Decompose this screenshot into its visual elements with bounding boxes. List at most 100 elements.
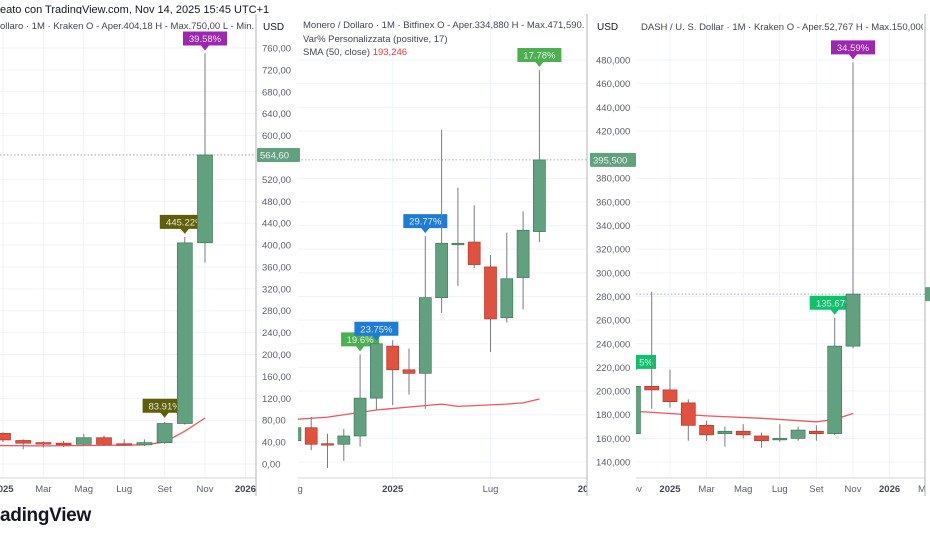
- price-axis-label: 140,000: [596, 458, 630, 469]
- candle-up: [533, 69, 546, 243]
- x-axis-label: 2025: [0, 484, 14, 495]
- panel-3-plot: 34.59% 135.67% 5%: [636, 14, 925, 478]
- panel-2-plot: 17.78% 29.77% 19.6%23.75%: [298, 14, 587, 478]
- panel-1-background: [0, 14, 256, 512]
- panel-1-plot: 39.58% 445.22% 83.91%: [0, 14, 256, 478]
- candle-down: [680, 399, 696, 441]
- candle-body: [644, 385, 660, 391]
- candle-down: [699, 420, 714, 441]
- candle-body: [790, 429, 806, 439]
- candle-body: [116, 443, 133, 446]
- candle-body: [484, 266, 497, 320]
- price-axis-label: 340,000: [596, 221, 630, 232]
- price-axis-label: 300,000: [596, 268, 630, 279]
- price-axis-label: 320,00: [262, 284, 291, 295]
- candle-down: [467, 205, 481, 269]
- candle-up: [516, 211, 530, 310]
- percent-change-tag: 34.59%: [831, 40, 875, 60]
- candle-down: [662, 369, 678, 408]
- x-axis-label: Mag: [75, 484, 93, 495]
- candle-body: [754, 435, 769, 442]
- candle-body: [75, 437, 92, 445]
- candle-body: [35, 442, 52, 445]
- percent-change-tag: 29.77%: [403, 214, 448, 234]
- x-axis-label: Lug: [772, 484, 788, 495]
- candle-down: [754, 432, 769, 448]
- last-price-tag: [925, 287, 930, 302]
- candle-down: [0, 432, 11, 443]
- candle-body: [772, 438, 788, 441]
- price-axis-label: 760,00: [262, 44, 291, 55]
- candle-body: [809, 430, 824, 434]
- price-axis-label: 360,00: [262, 262, 291, 273]
- candle-down: [386, 340, 400, 406]
- price-axis-label: 200,000: [596, 387, 630, 398]
- panel-2-symbol-line: Monero / Dollaro · 1M · Bitfinex O - Ape…: [303, 20, 585, 31]
- candle-body: [680, 402, 696, 426]
- sma-line: [298, 398, 540, 420]
- candle-body: [516, 229, 530, 278]
- tag-label: 17.78%: [523, 50, 556, 61]
- price-axis-label: 240,000: [596, 339, 630, 350]
- candle-up: [353, 354, 367, 447]
- price-axis-label: 40,00: [262, 438, 286, 449]
- x-axis-label: Mar: [35, 484, 51, 495]
- panel-2-legend: Monero / Dollaro · 1M · Bitfinex O - Ape…: [303, 19, 585, 60]
- panel-3-legend: DASH / U. S. Dollar · 1M · Kraken O - Ap…: [641, 21, 923, 35]
- tag-label: 19.6%: [347, 335, 374, 346]
- candle-down: [15, 439, 32, 450]
- candle-up: [790, 426, 806, 441]
- x-axis-labels: 2025 Mar Mag Lug Set Nov 2026: [0, 484, 256, 495]
- candle-up: [435, 129, 448, 314]
- price-axis-label: 520,00: [262, 175, 291, 186]
- price-axis-label: 260,000: [596, 316, 630, 327]
- price-axis-label: 400,00: [262, 241, 291, 252]
- x-axis-label: Nov: [197, 484, 214, 495]
- candle-up: [337, 428, 351, 461]
- panel-1-currency: USD: [263, 22, 285, 33]
- tag-shape: [354, 321, 399, 341]
- candle-body: [533, 159, 546, 232]
- candle-up: [717, 426, 733, 447]
- last-price-tag: [590, 152, 636, 167]
- tag-shape: [636, 354, 656, 371]
- candle-up: [772, 424, 788, 442]
- candle-body: [845, 293, 861, 347]
- candle-body: [418, 297, 432, 374]
- candle-body: [699, 424, 714, 436]
- candle-body: [15, 440, 32, 444]
- candle-body: [636, 385, 641, 434]
- candle-up: [827, 317, 843, 435]
- price-axis-label: 180,000: [596, 410, 630, 421]
- price-axis-label: 80,00: [262, 416, 286, 427]
- x-axis-label: 2025: [382, 484, 404, 495]
- candle-body: [717, 430, 733, 434]
- candle-body: [735, 430, 751, 436]
- tag-shape: [517, 47, 562, 67]
- candle-body: [662, 389, 678, 403]
- price-axis-label: 360,000: [596, 197, 630, 208]
- x-axis-label: Nov: [625, 484, 642, 495]
- x-axis-label: 2025: [659, 484, 681, 495]
- candle-body: [176, 242, 193, 424]
- tag-label: 135.67%: [816, 298, 854, 309]
- candle-down: [735, 424, 751, 439]
- percent-change-tag: 5%: [636, 354, 656, 371]
- candle-body: [136, 442, 153, 446]
- price-axis-label: 460,000: [596, 79, 630, 90]
- price-axis-label: 0,00: [262, 460, 281, 471]
- candle-body: [353, 397, 367, 437]
- panel-3-currency: USD: [597, 22, 619, 33]
- x-axis-labels: Nov 2025 Mar Mag Lug Set Nov 2026 Mar: [625, 484, 925, 495]
- last-price-label: 395,500: [593, 155, 627, 166]
- candle-body: [370, 343, 383, 399]
- candle-down: [644, 291, 660, 409]
- price-axis-label: 160,00: [262, 372, 291, 383]
- candle-body: [500, 278, 514, 319]
- candle-body: [435, 242, 448, 299]
- candle-body: [298, 427, 302, 442]
- price-axis-label: 280,00: [262, 306, 291, 317]
- price-axis-label: 720,00: [262, 65, 291, 76]
- sma-label: SMA (50, close): [303, 47, 371, 58]
